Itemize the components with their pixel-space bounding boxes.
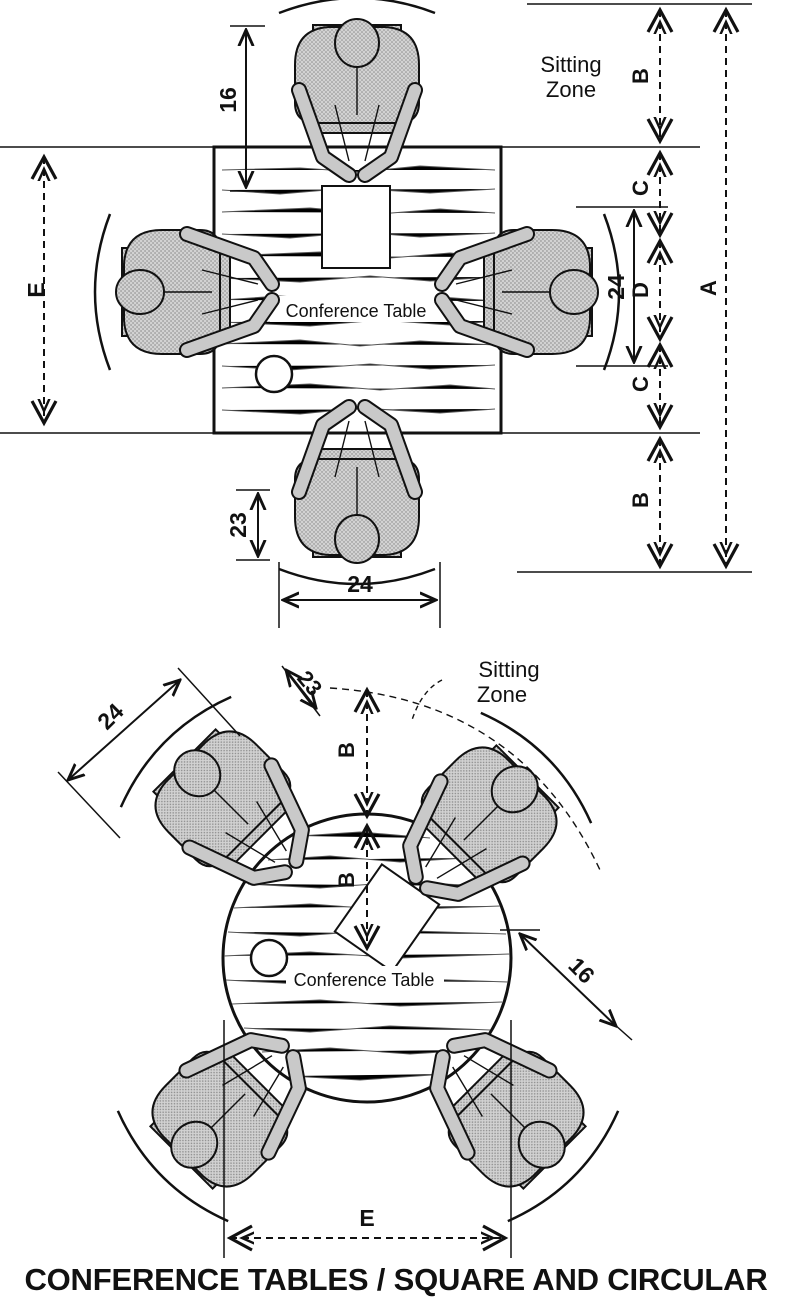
- round-dim-label-23: 23: [292, 666, 327, 701]
- letter-C-top: C: [628, 180, 653, 196]
- letter-B-bottom: B: [628, 492, 653, 508]
- round-dim-label-16: 16: [563, 952, 599, 988]
- round-table-label: Conference Table: [294, 970, 435, 990]
- dim-label-23: 23: [225, 512, 251, 538]
- dim-label-24-bottom: 24: [347, 571, 373, 597]
- letter-E-square: E: [23, 282, 49, 297]
- round-sitting-zone-line2: Zone: [477, 682, 527, 707]
- round-dim-line-24: [68, 680, 180, 780]
- round-letter-E: E: [359, 1205, 374, 1231]
- round-table-label-bg: [286, 966, 444, 992]
- letter-D: D: [628, 282, 653, 298]
- round-sitting-zone-line1: Sitting: [478, 657, 539, 682]
- square-table-group: Conference Table Sitting Zone 16: [0, 0, 752, 628]
- round-dim-line-23: [286, 670, 316, 708]
- round-letter-B-outer: B: [334, 742, 359, 758]
- figure-caption: CONFERENCE TABLES / SQUARE AND CIRCULAR: [24, 1262, 768, 1297]
- round-dim-label-24: 24: [92, 698, 129, 735]
- extension-lines: [0, 3, 752, 628]
- letter-B-top: B: [628, 68, 653, 84]
- table-label: Conference Table: [286, 301, 427, 321]
- sitting-zone-line1: Sitting: [540, 52, 601, 77]
- table-label-bg: [270, 296, 450, 322]
- cup-icon: [254, 354, 294, 394]
- round-letter-B-inner: B: [334, 872, 359, 888]
- letter-C-bottom: C: [628, 376, 653, 392]
- round-cup-icon: [249, 938, 289, 978]
- sitting-zone-line2: Zone: [546, 77, 596, 102]
- letter-A: A: [696, 280, 721, 296]
- document-sheet: [321, 185, 391, 269]
- dim-label-16: 16: [215, 87, 241, 113]
- sitting-zone-leader: [411, 679, 443, 721]
- round-dim-line-16: [520, 934, 616, 1026]
- dim-label-24-right: 24: [603, 274, 629, 300]
- circular-table-group: Conference Table Sitting Zone 24 23 16: [57, 657, 632, 1258]
